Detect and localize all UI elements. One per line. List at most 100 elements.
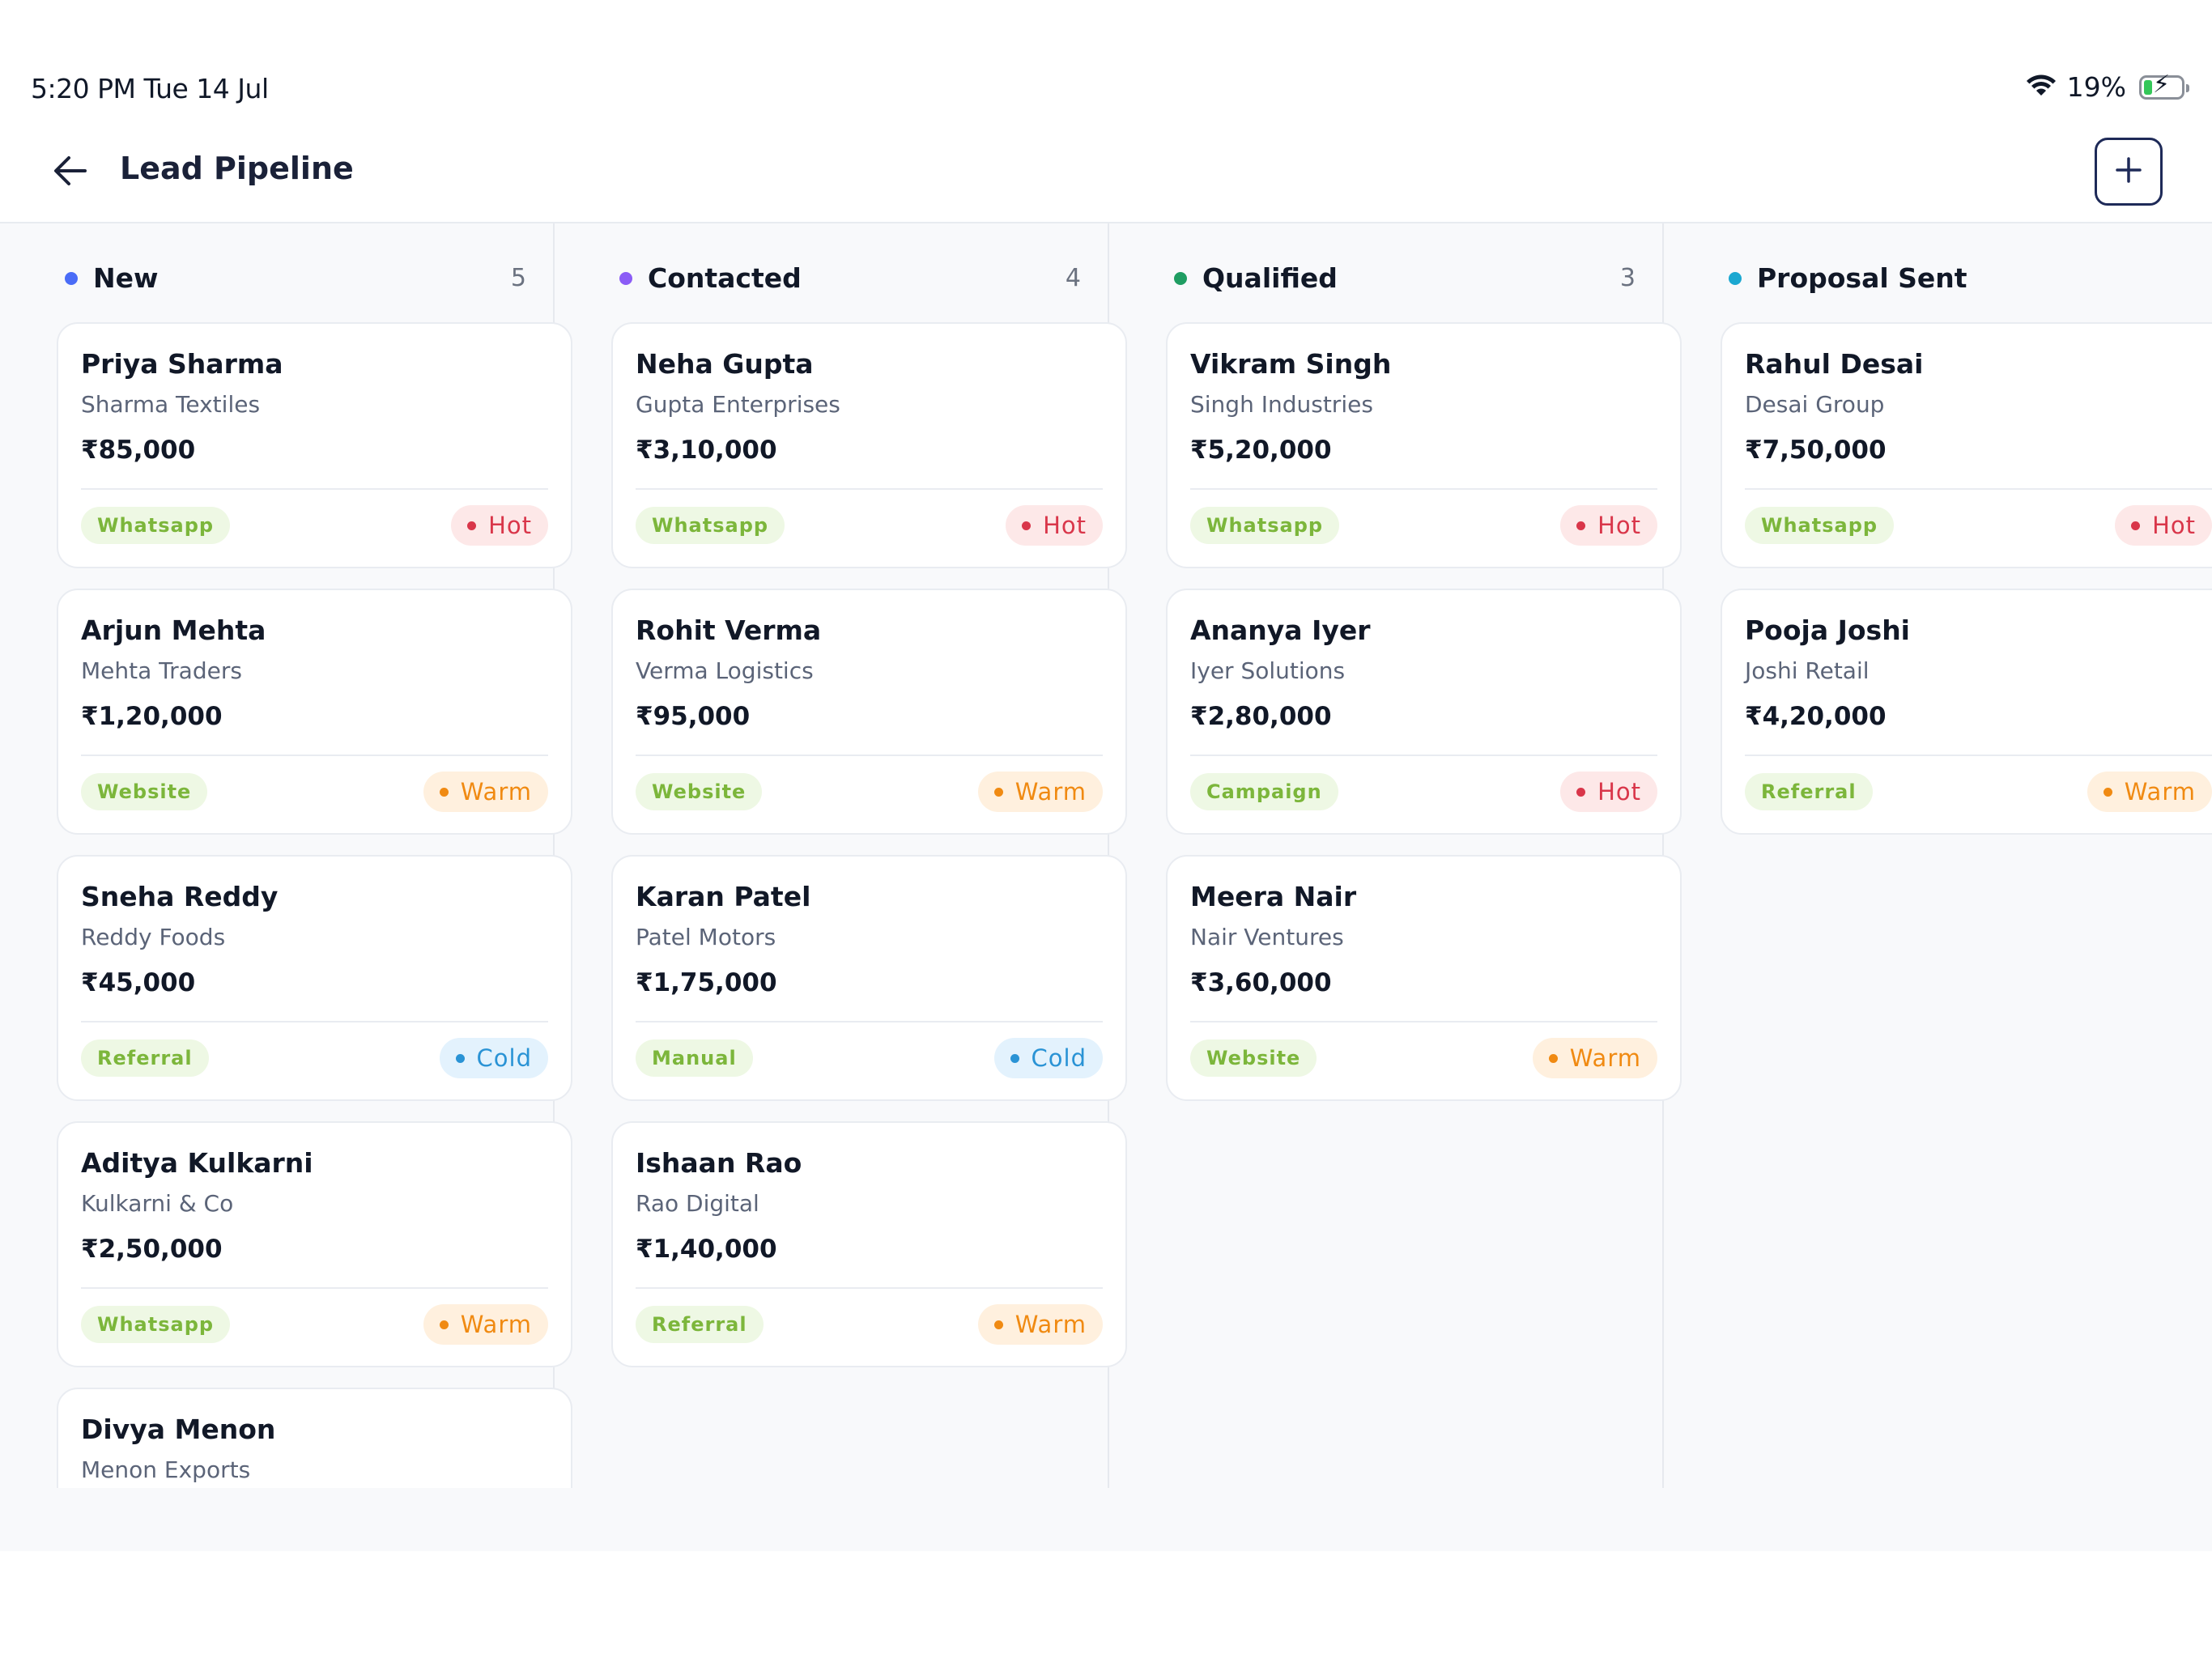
card-divider	[1190, 1021, 1657, 1022]
lead-card[interactable]: Arjun Mehta Mehta Traders ₹1,20,000 Website…	[57, 589, 572, 835]
column-status-dot	[1729, 272, 1742, 285]
lead-value: ₹2,50,000	[81, 1235, 223, 1264]
lead-value: ₹85,000	[81, 436, 196, 465]
lead-company: Mehta Traders	[81, 657, 242, 684]
status-bar: 5:20 PM Tue 14 Jul 19% ⚡	[0, 0, 2212, 121]
add-lead-button[interactable]	[2095, 138, 2163, 206]
source-badge: Referral	[1745, 773, 1873, 810]
source-badge: Campaign	[1190, 773, 1338, 810]
lead-value: ₹3,10,000	[636, 436, 777, 465]
source-badge: Whatsapp	[1190, 507, 1340, 544]
column-header: New 5	[0, 259, 553, 300]
card-list: Vikram Singh Singh Industries ₹5,20,000 Wha…	[1166, 322, 1682, 1488]
lead-name: Rahul Desai	[1745, 348, 1924, 380]
lead-name: Neha Gupta	[636, 348, 814, 380]
column-proposal-sent: Proposal Sent Rahul Desai Desai Group ₹7,50…	[1664, 223, 2212, 1488]
column-header: Contacted 4	[555, 259, 1108, 300]
lead-value: ₹4,20,000	[1745, 702, 1887, 731]
lead-value: ₹1,20,000	[81, 702, 223, 731]
source-badge: Whatsapp	[81, 507, 231, 544]
lead-company: Sharma Textiles	[81, 391, 261, 418]
arrow-left-icon	[53, 155, 88, 190]
temperature-badge: Warm	[1532, 1038, 1657, 1078]
lead-company: Kulkarni & Co	[81, 1190, 234, 1217]
lead-name: Ananya Iyer	[1190, 614, 1371, 646]
card-list: Rahul Desai Desai Group ₹7,50,000 Whatsapp H…	[1721, 322, 2212, 1488]
temperature-badge: Warm	[2087, 772, 2212, 812]
lead-company: Verma Logistics	[636, 657, 814, 684]
lead-name: Rohit Verma	[636, 614, 822, 646]
lead-company: Menon Exports	[81, 1456, 251, 1483]
lead-name: Sneha Reddy	[81, 881, 279, 912]
lead-name: Divya Menon	[81, 1414, 276, 1445]
lead-company: Joshi Retail	[1745, 657, 1870, 684]
temperature-badge: Cold	[993, 1038, 1103, 1078]
lead-company: Desai Group	[1745, 391, 1885, 418]
source-badge: Website	[636, 773, 763, 810]
card-list: Priya Sharma Sharma Textiles ₹85,000 Whatsa…	[57, 322, 572, 1488]
lead-company: Singh Industries	[1190, 391, 1373, 418]
source-badge: Whatsapp	[1745, 507, 1895, 544]
lead-card[interactable]: Karan Patel Patel Motors ₹1,75,000 Manual Co…	[611, 855, 1127, 1101]
status-indicators: 19% ⚡	[2025, 71, 2189, 103]
lead-name: Vikram Singh	[1190, 348, 1392, 380]
lead-company: Rao Digital	[636, 1190, 759, 1217]
lead-name: Pooja Joshi	[1745, 614, 1910, 646]
card-divider	[636, 755, 1103, 756]
lead-card[interactable]: Rohit Verma Verma Logistics ₹95,000 Website…	[611, 589, 1127, 835]
card-divider	[1745, 755, 2212, 756]
lead-company: Patel Motors	[636, 924, 776, 950]
card-divider	[81, 755, 548, 756]
lead-card[interactable]: Pooja Joshi Joshi Retail ₹4,20,000 Referral…	[1721, 589, 2212, 835]
app-header: Lead Pipeline	[0, 121, 2212, 223]
column-status-dot	[65, 272, 78, 285]
column-qualified: Qualified 3 Vikram Singh Singh Industries ₹5…	[1109, 223, 1682, 1488]
lead-value: ₹1,40,000	[636, 1235, 777, 1264]
lead-card[interactable]: Aditya Kulkarni Kulkarni & Co ₹2,50,000 Wha…	[57, 1121, 572, 1367]
lead-name: Ishaan Rao	[636, 1147, 802, 1179]
column-title: Contacted	[648, 262, 802, 294]
lead-card[interactable]: Priya Sharma Sharma Textiles ₹85,000 Whatsa…	[57, 322, 572, 568]
lead-card[interactable]: Divya Menon Menon Exports	[57, 1388, 572, 1488]
temperature-badge: Hot	[1560, 505, 1657, 546]
column-new: New 5 Priya Sharma Sharma Textiles ₹85,000 Wh…	[0, 223, 572, 1488]
column-contacted: Contacted 4 Neha Gupta Gupta Enterprises ₹3,…	[555, 223, 1127, 1488]
column-title: New	[93, 262, 159, 294]
lead-card[interactable]: Ananya Iyer Iyer Solutions ₹2,80,000 Campai…	[1166, 589, 1682, 835]
lead-card[interactable]: Ishaan Rao Rao Digital ₹1,40,000 Referral Wa…	[611, 1121, 1127, 1367]
lead-name: Karan Patel	[636, 881, 811, 912]
temperature-badge: Hot	[451, 505, 548, 546]
lead-card[interactable]: Rahul Desai Desai Group ₹7,50,000 Whatsapp H…	[1721, 322, 2212, 568]
back-button[interactable]	[50, 152, 91, 193]
temperature-badge: Cold	[439, 1038, 548, 1078]
column-status-dot	[1174, 272, 1187, 285]
column-count: 5	[510, 264, 526, 292]
card-divider	[81, 488, 548, 490]
card-divider	[636, 1021, 1103, 1022]
card-divider	[81, 1021, 548, 1022]
lead-value: ₹5,20,000	[1190, 436, 1332, 465]
column-count: 3	[1619, 264, 1636, 292]
lead-card[interactable]: Sneha Reddy Reddy Foods ₹45,000 Referral Col…	[57, 855, 572, 1101]
source-badge: Whatsapp	[81, 1306, 231, 1343]
lead-card[interactable]: Vikram Singh Singh Industries ₹5,20,000 Wha…	[1166, 322, 1682, 568]
bottom-area	[0, 1551, 2212, 1658]
lead-card[interactable]: Meera Nair Nair Ventures ₹3,60,000 Website W…	[1166, 855, 1682, 1101]
column-header: Proposal Sent	[1664, 259, 2212, 300]
lead-name: Arjun Mehta	[81, 614, 266, 646]
plus-icon	[2115, 156, 2142, 187]
card-divider	[636, 488, 1103, 490]
column-title: Qualified	[1202, 262, 1338, 294]
lead-company: Gupta Enterprises	[636, 391, 840, 418]
lead-company: Iyer Solutions	[1190, 657, 1346, 684]
lead-card[interactable]: Neha Gupta Gupta Enterprises ₹3,10,000 What…	[611, 322, 1127, 568]
lead-name: Meera Nair	[1190, 881, 1357, 912]
source-badge: Whatsapp	[636, 507, 785, 544]
card-list: Neha Gupta Gupta Enterprises ₹3,10,000 What…	[611, 322, 1127, 1488]
status-time: 5:20 PM Tue 14 Jul	[31, 73, 269, 104]
card-divider	[1745, 488, 2212, 490]
wifi-icon	[2025, 74, 2057, 101]
card-divider	[1190, 755, 1657, 756]
lead-company: Reddy Foods	[81, 924, 226, 950]
lead-name: Aditya Kulkarni	[81, 1147, 313, 1179]
